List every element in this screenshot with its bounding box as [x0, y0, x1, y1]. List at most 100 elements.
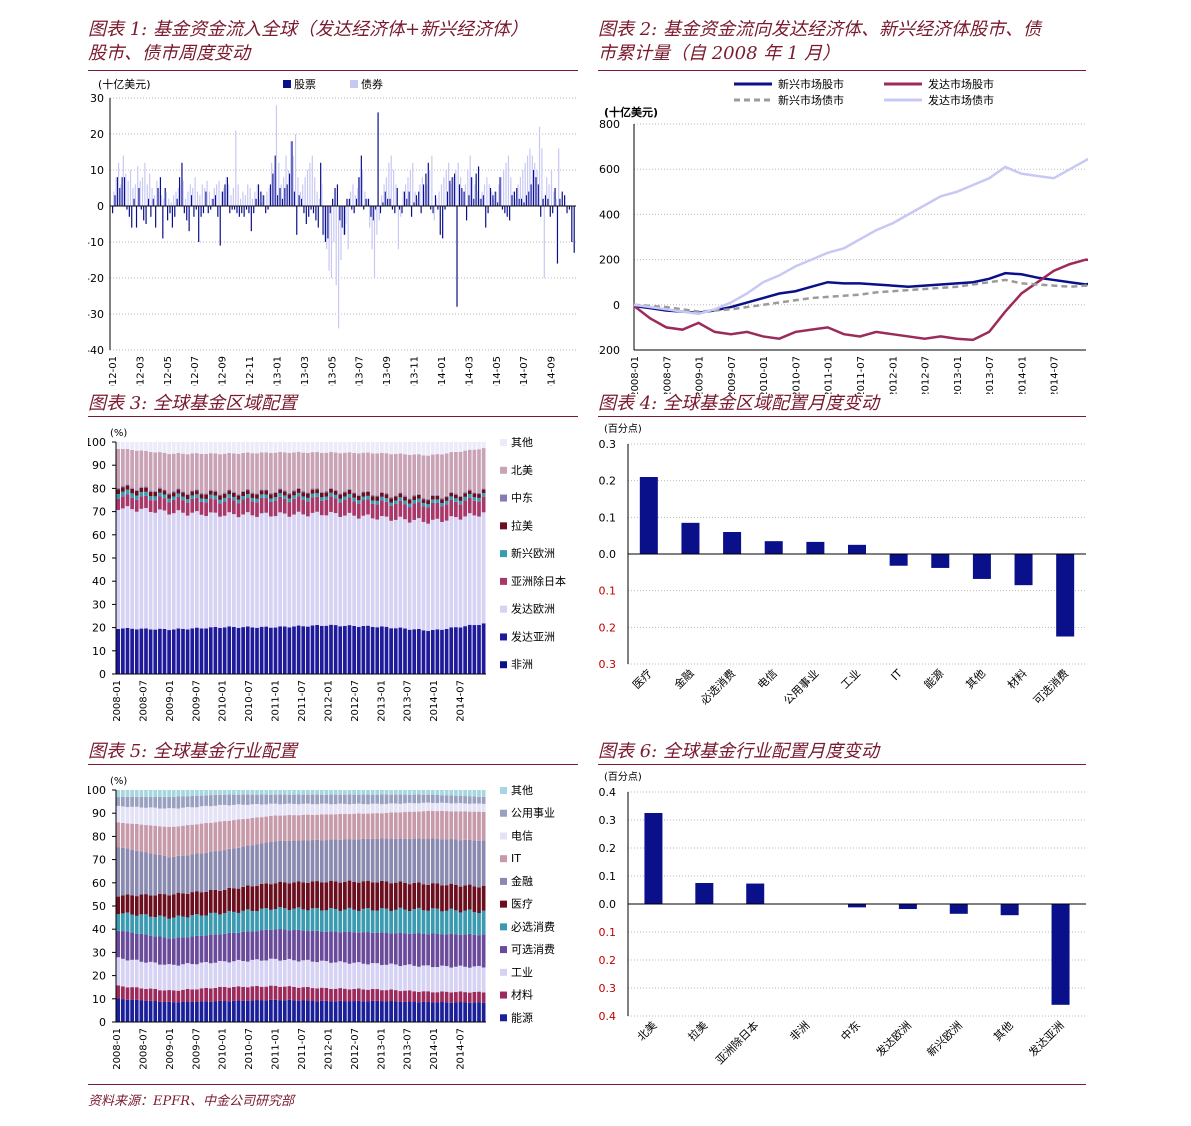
chart3-bar-segment: [190, 491, 195, 496]
chart3-bar-segment: [273, 497, 278, 501]
chart5-bar-segment: [227, 962, 232, 988]
chart3-bar-segment: [467, 490, 472, 495]
chart1-bar-bond: [462, 191, 464, 206]
chart3-bar-segment: [273, 516, 278, 628]
chart5-bar-segment: [171, 808, 176, 827]
chart3-bar-segment: [347, 442, 352, 453]
chart5-bar-segment: [477, 1002, 481, 1022]
chart5-bar-segment: [181, 937, 185, 965]
chart3-bar-segment: [195, 511, 199, 628]
chart1-bar-stock: [509, 206, 511, 221]
chart5-bar-segment: [319, 910, 324, 932]
chart3-bar-segment: [171, 513, 176, 630]
chart4-category-label: 其他: [963, 667, 988, 692]
chart5-bar-segment: [352, 1001, 356, 1022]
chart3-bar-segment: [430, 499, 435, 503]
chart5-bar-segment: [301, 790, 306, 795]
chart1-legend-bond: 债券: [361, 77, 383, 91]
chart3-bar-segment: [458, 504, 463, 520]
chart1-bar-stock: [365, 198, 367, 206]
chart1-bar-stock: [202, 206, 205, 214]
chart3-bar-segment: [306, 492, 310, 494]
chart5-bar-segment: [181, 1001, 185, 1022]
chart5-bar-segment: [125, 796, 130, 808]
chart5-bar-segment: [449, 803, 454, 812]
chart3-bar-segment: [444, 500, 449, 505]
chart3-bar-segment: [306, 501, 310, 517]
chart1-bar-bond: [457, 162, 459, 206]
chart5-bar-segment: [241, 931, 245, 961]
chart1-bar-stock: [360, 155, 362, 206]
chart1-bar-bond: [517, 184, 519, 206]
chart3-bar-segment: [324, 499, 329, 516]
chart5-bar-segment: [232, 961, 236, 987]
chart5-bar-segment: [181, 790, 185, 797]
chart5-bar-segment: [255, 844, 259, 887]
chart5-bar-segment: [171, 790, 176, 797]
chart5-bar-segment: [343, 931, 347, 963]
chart5-bar-segment: [347, 931, 352, 964]
chart3-bar-segment: [218, 499, 222, 504]
chart3-bar-segment: [282, 452, 287, 491]
chart5-bar-segment: [259, 930, 264, 961]
chart5-title-rule: [88, 764, 578, 765]
chart3-bar-segment: [162, 490, 167, 495]
chart5-bar-segment: [264, 986, 269, 1001]
chart5-bar-segment: [370, 1000, 375, 1022]
chart5-bar-segment: [218, 914, 222, 935]
chart1-bar-stock: [499, 177, 501, 206]
chart3-bar-segment: [440, 497, 444, 500]
chart5-bar-segment: [167, 1001, 171, 1022]
chart5-bar-segment: [463, 811, 467, 840]
chart3-bar-segment: [333, 442, 338, 453]
chart3-bar-segment: [121, 496, 125, 509]
chart5-bar-segment: [370, 839, 375, 883]
chart1-bar-bond: [400, 206, 402, 217]
chart3-bar-segment: [227, 497, 232, 513]
chart5-xtick-label: 2010-07: [244, 1028, 255, 1070]
chart5-bar-segment: [153, 962, 158, 989]
chart5-bar-segment: [463, 839, 467, 886]
chart5-bar-segment: [426, 884, 430, 911]
chart3-bar-segment: [430, 454, 435, 495]
chart5-bar-segment: [463, 790, 467, 797]
chart5-bar-segment: [287, 986, 292, 1000]
chart1-bar-stock: [442, 206, 444, 239]
chart5-bar-segment: [162, 916, 167, 938]
chart3-bar-segment: [218, 495, 222, 500]
chart1-bar-bond: [153, 195, 156, 206]
chart3-bar-segment: [185, 454, 190, 494]
chart5-bar-segment: [255, 790, 259, 795]
chart1-bar-bond: [467, 170, 469, 206]
chart3-bar-segment: [324, 515, 329, 626]
chart1-bar-stock: [430, 206, 432, 210]
chart5-bar-segment: [370, 794, 375, 804]
chart5-bar-segment: [421, 884, 426, 911]
chart1-bar-bond: [440, 184, 443, 206]
chart3-bar-segment: [356, 453, 361, 495]
chart5-bar-segment: [449, 790, 454, 796]
chart5-bar-segment: [435, 790, 440, 795]
chart3-bar-segment: [269, 494, 273, 499]
chart3-bar-segment: [282, 513, 287, 627]
chart2-series-line: [633, 278, 1088, 313]
chart5-bar-segment: [264, 960, 269, 987]
chart1-bar-stock: [322, 206, 324, 235]
chart3-bar-segment: [162, 442, 167, 453]
chart3-bar-segment: [356, 495, 361, 501]
chart5-bar-segment: [319, 803, 324, 815]
chart5-bar-segment: [171, 964, 176, 991]
chart3-bar-segment: [153, 490, 158, 492]
chart5-bar-segment: [467, 803, 472, 812]
chart5-bar-segment: [199, 915, 204, 936]
chart6-category-label: 亚洲除日本: [713, 1018, 762, 1067]
chart1-title-line2: 股市、债市周度变动: [88, 43, 250, 64]
chart3-bar-segment: [467, 442, 472, 450]
chart3-bar-segment: [319, 625, 324, 674]
chart1-bar-stock: [131, 206, 133, 228]
chart5-bar-segment: [250, 931, 255, 960]
chart5-bar-segment: [301, 909, 306, 931]
chart5-legend-swatch: [500, 923, 507, 931]
chart5-bar-segment: [380, 794, 384, 805]
chart3-bar-segment: [130, 493, 134, 498]
